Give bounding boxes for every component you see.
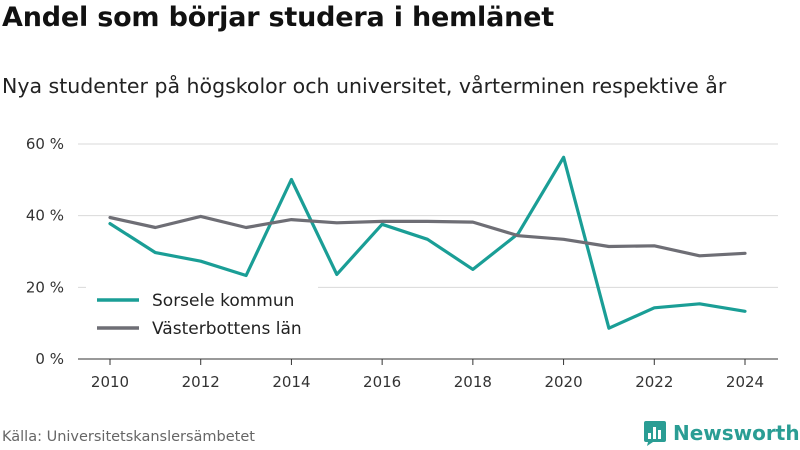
x-tick-label: 2010 xyxy=(91,373,129,391)
newsworthy-logo-icon xyxy=(644,421,666,446)
x-tick-label: 2014 xyxy=(272,373,310,391)
x-tick-label: 2024 xyxy=(726,373,764,391)
line-chart: 0 % 20 % 40 % 60 % 2010 2012 2014 2016 2018 2020… xyxy=(26,135,778,391)
x-tick-label: 2016 xyxy=(363,373,401,391)
series-line-sorsele-kommun xyxy=(108,155,747,330)
source-note: Källa: Universitetskanslersämbetet xyxy=(2,429,255,445)
x-tick-label: 2020 xyxy=(544,373,582,391)
x-tick-label: 2018 xyxy=(454,373,492,391)
series-lines xyxy=(108,155,747,330)
brand-logo: Newsworthy xyxy=(643,419,800,447)
chart-subtitle: Nya studenter på högskolor och universit… xyxy=(2,74,727,98)
brand-name: Newsworthy xyxy=(673,421,800,445)
x-tick-label: 2022 xyxy=(635,373,673,391)
y-tick-label: 20 % xyxy=(26,278,64,296)
y-tick-label: 40 % xyxy=(26,207,64,225)
chart-title: Andel som börjar studera i hemlänet xyxy=(2,2,554,33)
legend-label: Västerbottens län xyxy=(152,319,302,339)
y-tick-label: 0 % xyxy=(35,350,64,368)
x-tick-label: 2012 xyxy=(182,373,220,391)
x-axis: 2010 2012 2014 2016 2018 2020 2022 2024 xyxy=(78,358,778,391)
series-line-västerbottens-län xyxy=(108,214,747,258)
y-axis: 0 % 20 % 40 % 60 % xyxy=(26,135,64,368)
legend-background xyxy=(86,282,318,344)
legend-label: Sorsele kommun xyxy=(152,291,294,311)
y-tick-label: 60 % xyxy=(26,135,64,153)
gridlines xyxy=(78,143,778,288)
legend: Sorsele kommun Västerbottens län xyxy=(86,282,318,344)
